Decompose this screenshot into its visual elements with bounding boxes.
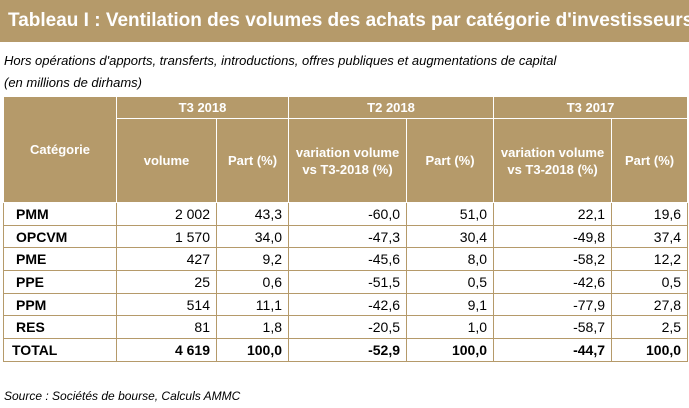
table-cell: 51,0 <box>406 202 495 226</box>
table-cell: 27,8 <box>611 292 689 317</box>
table-cell: 1,8 <box>215 315 290 340</box>
group-header-t3-2017: T3 2017 <box>493 96 689 119</box>
table-cell: -58,2 <box>493 247 613 272</box>
table-cell: 514 <box>116 292 217 317</box>
table-cell: -20,5 <box>288 315 408 340</box>
column-header: Part (%) <box>215 118 290 203</box>
row-category: PPM <box>3 292 117 317</box>
column-header: Part (%) <box>611 118 689 203</box>
subtitle-unit: (en millions de dirhams) <box>4 75 142 90</box>
table-cell: 4 619 <box>116 338 217 362</box>
row-category: TOTAL <box>3 338 117 362</box>
table-row: OPCVM 1 570 34,0 -47,3 30,4 -49,8 37,4 <box>3 224 689 249</box>
table-cell: 2 002 <box>116 202 217 226</box>
table-cell: 100,0 <box>406 338 495 362</box>
table-cell: 11,1 <box>215 292 290 317</box>
table-cell: 34,0 <box>215 224 290 249</box>
table-cell: -60,0 <box>288 202 408 226</box>
table-cell: 1,0 <box>406 315 495 340</box>
table-cell: 30,4 <box>406 224 495 249</box>
table-cell: 0,5 <box>611 270 689 294</box>
table-cell: 81 <box>116 315 217 340</box>
table-row: PME 427 9,2 -45,6 8,0 -58,2 12,2 <box>3 247 689 272</box>
table-cell: -58,7 <box>493 315 613 340</box>
table-cell: -51,5 <box>288 270 408 294</box>
row-category: RES <box>3 315 117 340</box>
table-row: PPM 514 11,1 -42,6 9,1 -77,9 27,8 <box>3 292 689 317</box>
source-note: Source : Sociétés de bourse, Calculs AMM… <box>4 389 241 403</box>
table-cell: 100,0 <box>215 338 290 362</box>
column-header: volume <box>116 118 217 203</box>
table-cell: -47,3 <box>288 224 408 249</box>
group-header-t2-2018: T2 2018 <box>288 96 495 119</box>
row-category: PME <box>3 247 117 272</box>
group-header-t3-2018: T3 2018 <box>115 96 290 119</box>
row-category: OPCVM <box>3 224 117 249</box>
row-category: PPE <box>3 270 117 294</box>
table-cell: 100,0 <box>611 338 689 362</box>
table-row: PMM 2 002 43,3 -60,0 51,0 22,1 19,6 <box>3 202 689 226</box>
table-cell: 0,5 <box>406 270 495 294</box>
table-cell: 9,2 <box>215 247 290 272</box>
table-cell: -77,9 <box>493 292 613 317</box>
table-cell: 427 <box>116 247 217 272</box>
table-cell: -45,6 <box>288 247 408 272</box>
column-header: variation volume vs T3-2018 (%) <box>493 118 613 203</box>
table-cell: 19,6 <box>611 202 689 226</box>
table-cell: 8,0 <box>406 247 495 272</box>
subtitle-scope: Hors opérations d'apports, transferts, i… <box>4 53 557 68</box>
table-cell: 9,1 <box>406 292 495 317</box>
table-cell: 43,3 <box>215 202 290 226</box>
row-category: PMM <box>3 202 117 226</box>
table-cell: 12,2 <box>611 247 689 272</box>
table-cell: -42,6 <box>288 292 408 317</box>
table-cell: -52,9 <box>288 338 408 362</box>
table-cell: 25 <box>116 270 217 294</box>
table-cell: -42,6 <box>493 270 613 294</box>
category-header: Catégorie <box>3 96 117 203</box>
column-header: variation volume vs T3-2018 (%) <box>288 118 408 203</box>
total-row: TOTAL 4 619 100,0 -52,9 100,0 -44,7 100,… <box>3 338 689 362</box>
table-row: RES 81 1,8 -20,5 1,0 -58,7 2,5 <box>3 315 689 340</box>
table-cell: 37,4 <box>611 224 689 249</box>
table-cell: -49,8 <box>493 224 613 249</box>
table-cell: 22,1 <box>493 202 613 226</box>
purchases-table: Catégorie T3 2018 T2 2018 T3 2017 volume… <box>3 96 689 362</box>
table-row: PPE 25 0,6 -51,5 0,5 -42,6 0,5 <box>3 270 689 294</box>
column-header: Part (%) <box>406 118 495 203</box>
table-cell: 2,5 <box>611 315 689 340</box>
table-cell: -44,7 <box>493 338 613 362</box>
table-title: Tableau I : Ventilation des volumes des … <box>0 0 689 42</box>
table-cell: 1 570 <box>116 224 217 249</box>
table-cell: 0,6 <box>215 270 290 294</box>
